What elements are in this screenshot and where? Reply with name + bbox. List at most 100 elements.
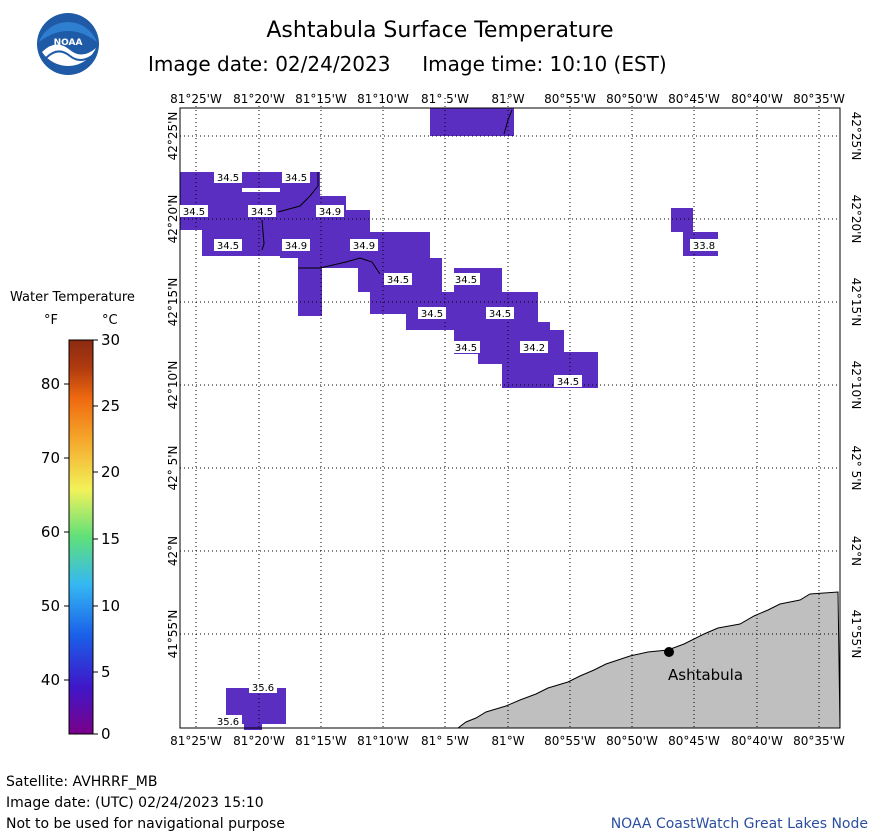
lon-label: 81°15'W [295,734,347,748]
city-marker [664,647,674,657]
temp-label: 33.8 [690,239,718,252]
temp-value: 34.9 [319,207,341,218]
lon-labels-bottom: 81°25'W 81°20'W 81°15'W 81°10'W 81° 5'W … [170,734,845,748]
lat-label: 42°20'N [166,195,180,244]
temp-label: 34.5 [384,273,412,286]
lon-label: 81°20'W [233,92,285,106]
temp-label: 34.5 [248,205,276,218]
f-tick: 60 [41,523,60,541]
lon-label: 81°10'W [357,92,409,106]
lat-label: 42°10'N [166,361,180,410]
land-area [456,591,841,729]
water-temperature-pixels [180,108,718,730]
lat-label: 41°55'N [166,610,180,659]
temp-label: 34.5 [486,307,514,320]
lon-label: 81°15'W [295,92,347,106]
city-label: Ashtabula [668,666,743,684]
lat-label: 42°10'N [849,361,863,410]
satellite-info: Satellite: AVHRRF_MB [6,774,158,790]
lon-label: 80°55'W [544,734,596,748]
lat-label: 42°25'N [166,112,180,161]
temp-value: 34.5 [183,207,205,218]
temp-value: 34.5 [455,275,477,286]
page-title: Ashtabula Surface Temperature [266,18,614,43]
c-tick: 0 [101,725,111,743]
contour-lines [261,109,513,275]
temp-value: 34.5 [217,173,239,184]
legend-unit-f: °F [44,313,58,328]
temp-label: 34.9 [316,205,344,218]
lon-label: 81°25'W [170,92,222,106]
c-tick: 5 [101,663,111,681]
temp-label: 35.6 [249,681,277,694]
temp-label: 34.5 [418,307,446,320]
temp-value: 34.5 [285,173,307,184]
lon-label: 80°50'W [606,92,658,106]
lat-label: 42° 5'N [166,446,180,491]
lon-label: 80°35'W [793,734,845,748]
lat-label: 42°25'N [849,112,863,161]
lon-label: 80°45'W [668,92,720,106]
lon-label: 80°35'W [793,92,845,106]
c-tick: 20 [101,463,120,481]
lat-label: 42°N [166,536,180,566]
lat-label: 42°15'N [849,278,863,327]
temp-value: 34.5 [455,343,477,354]
lon-label: 81° 5'W [421,92,469,106]
temp-value: 34.5 [489,309,511,320]
c-tick: 10 [101,597,120,615]
credit-text: NOAA CoastWatch Great Lakes Node [610,816,868,832]
temp-label: 34.5 [282,171,310,184]
temp-label: 34.5 [214,171,242,184]
lat-label: 42°15'N [166,278,180,327]
lat-label: 41°55'N [849,610,863,659]
image-date-time: Image date: 02/24/2023 Image time: 10:10… [148,52,667,76]
utc-date: Image date: (UTC) 02/24/2023 15:10 [6,795,264,811]
image-date: Image date: 02/24/2023 [148,52,391,76]
temp-label: 34.9 [350,239,378,252]
disclaimer: Not to be used for navigational purpose [6,816,285,832]
lon-label: 81° 5'W [421,734,469,748]
lon-label: 80°55'W [544,92,596,106]
lon-labels-top: 81°25'W 81°20'W 81°15'W 81°10'W 81° 5'W … [170,92,845,106]
temp-value: 34.5 [557,377,579,388]
temp-value: 34.5 [251,207,273,218]
lon-label: 81°25'W [170,734,222,748]
temp-label: 34.2 [520,341,548,354]
lat-label: 42°20'N [849,195,863,244]
lat-label: 42°N [849,536,863,566]
lon-label: 80°45'W [668,734,720,748]
temp-label: 34.5 [452,273,480,286]
c-tick: 15 [101,530,120,548]
f-tick: 40 [41,671,60,689]
lon-label: 81°10'W [357,734,409,748]
temp-value: 34.5 [217,241,239,252]
lon-label: 80°40'W [731,92,783,106]
lon-label: 81°W [491,92,524,106]
c-tick: 25 [101,397,120,415]
lat-labels-left: 42°25'N 42°20'N 42°15'N 42°10'N 42° 5'N … [166,112,180,659]
f-tick: 80 [41,375,60,393]
lon-label: 80°40'W [731,734,783,748]
temp-value: 34.9 [285,241,307,252]
temperature-labels: 34.5 34.5 34.5 34.5 34.9 34.5 34.9 34.9 … [180,171,718,728]
legend-title: Water Temperature [10,290,135,305]
image-time: Image time: 10:10 (EST) [422,52,667,76]
noaa-logo: NOAA [37,13,99,75]
temp-value: 35.6 [217,717,239,728]
color-bar [68,339,94,735]
temp-value: 34.9 [353,241,375,252]
f-tick: 50 [41,597,60,615]
legend-unit-c: °C [102,313,118,328]
lat-lon-grid [180,98,840,730]
legend-c-ticks: 30 25 20 15 10 5 0 [101,331,120,743]
temp-value: 35.6 [252,683,274,694]
logo-text: NOAA [54,38,83,48]
lon-label: 81°20'W [233,734,285,748]
temp-value: 34.2 [523,343,545,354]
legend-ticks [64,339,98,735]
temp-label: 34.5 [180,205,208,218]
temp-value: 33.8 [693,241,715,252]
map-frame [179,107,841,729]
